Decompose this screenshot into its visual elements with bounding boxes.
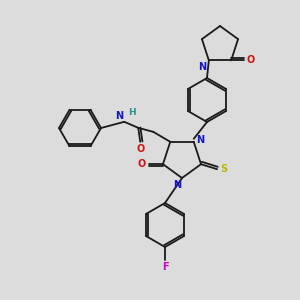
Text: O: O bbox=[246, 56, 254, 65]
Text: N: N bbox=[196, 135, 204, 145]
Text: F: F bbox=[162, 262, 168, 272]
Text: N: N bbox=[115, 111, 123, 121]
Text: N: N bbox=[173, 180, 181, 190]
Text: S: S bbox=[220, 164, 227, 174]
Text: O: O bbox=[136, 144, 144, 154]
Text: H: H bbox=[128, 108, 136, 117]
Text: O: O bbox=[138, 159, 146, 169]
Text: N: N bbox=[198, 62, 206, 72]
